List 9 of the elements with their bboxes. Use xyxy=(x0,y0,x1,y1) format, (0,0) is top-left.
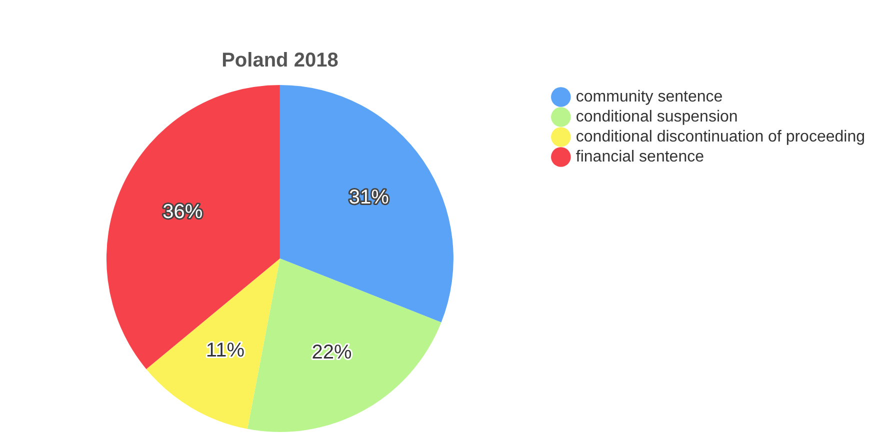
data-label: 36% xyxy=(162,201,203,224)
legend-label: conditional discontinuation of proceeding xyxy=(576,128,865,146)
data-label: 22% xyxy=(312,341,352,364)
chart-title: Poland 2018 xyxy=(222,50,338,72)
legend-label: conditional suspension xyxy=(576,108,738,126)
legend-label: community sentence xyxy=(576,88,723,106)
data-label: 31% xyxy=(348,186,390,209)
data-label: 11% xyxy=(206,340,245,362)
legend-label: financial sentence xyxy=(576,148,704,166)
